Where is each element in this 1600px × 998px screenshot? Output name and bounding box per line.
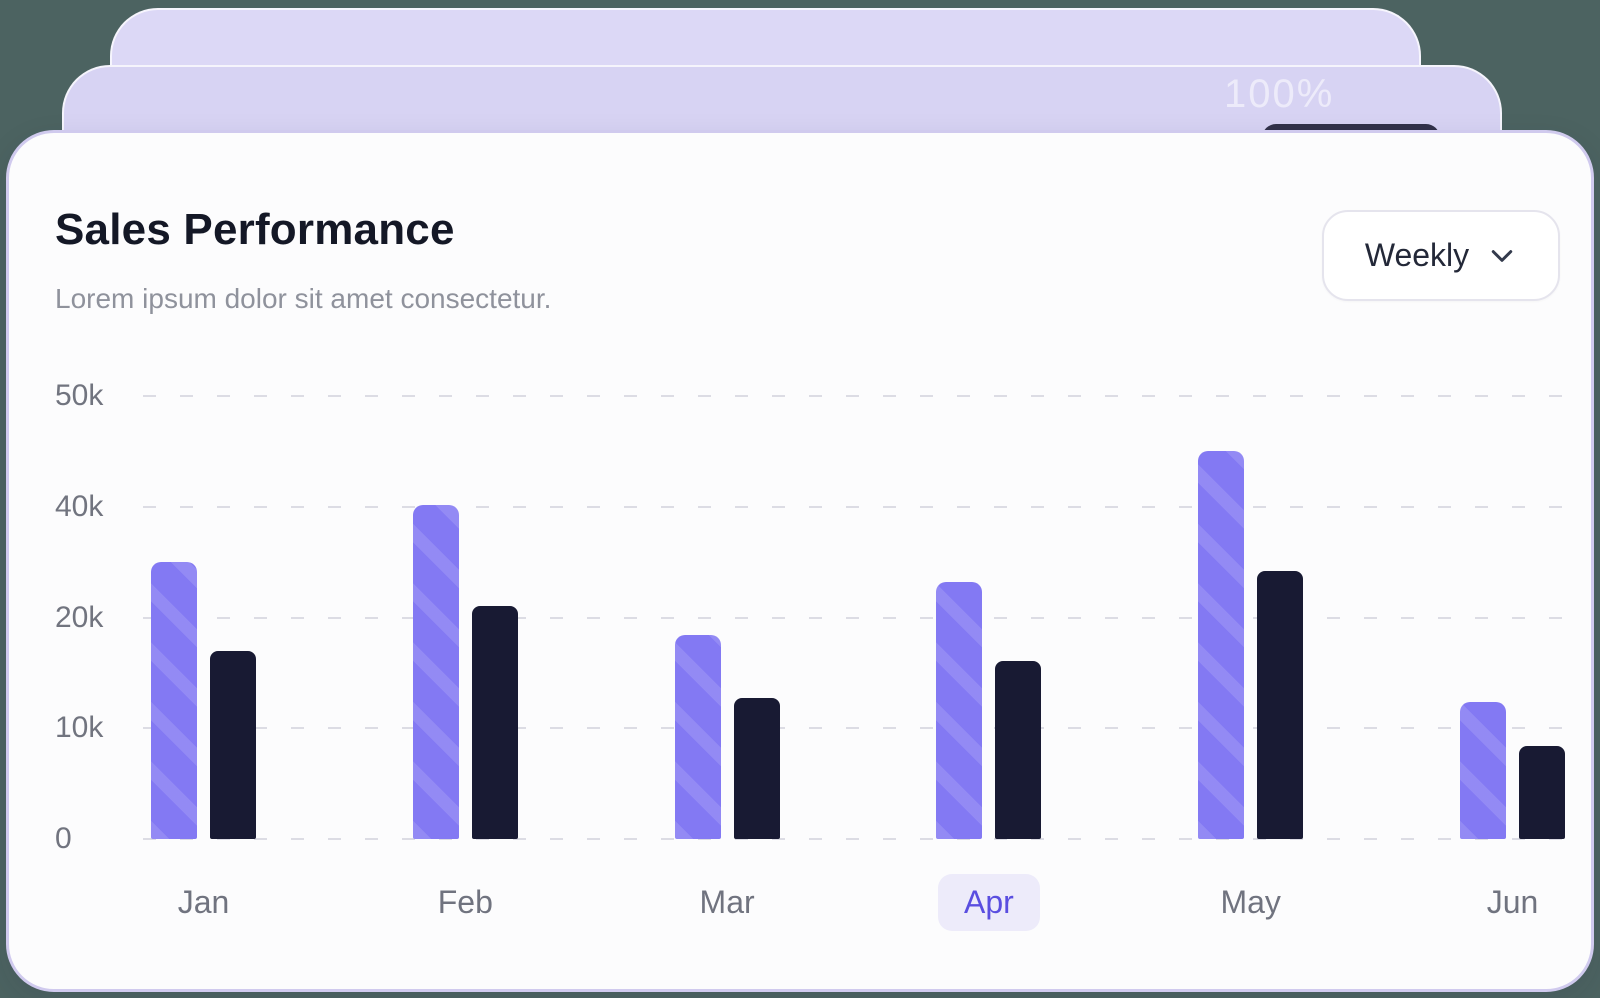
x-axis-label-mar: Mar — [699, 884, 755, 920]
bar-jun-secondary[interactable] — [1519, 745, 1565, 839]
bar-jun-primary[interactable] — [1460, 701, 1506, 839]
bar-group-jun — [1460, 396, 1565, 839]
bar-jan-primary[interactable] — [151, 562, 197, 839]
page-title: Sales Performance — [55, 205, 455, 254]
sales-performance-card: Sales Performance Lorem ipsum dolor sit … — [6, 130, 1594, 992]
chevron-down-icon — [1491, 249, 1513, 262]
gridline — [143, 616, 1563, 619]
bar-feb-secondary[interactable] — [471, 606, 518, 839]
period-dropdown[interactable]: Weekly — [1322, 210, 1560, 301]
bar-feb-primary[interactable] — [412, 504, 459, 839]
gridline — [143, 395, 1563, 397]
page-subtitle: Lorem ipsum dolor sit amet consectetur. — [55, 283, 552, 314]
y-tick-label: 10k — [55, 711, 104, 745]
bar-group-apr — [936, 396, 1042, 839]
bar-jan-secondary[interactable] — [210, 650, 256, 839]
bar-apr-secondary[interactable] — [995, 660, 1042, 839]
period-dropdown-label: Weekly — [1364, 237, 1470, 273]
bar-mar-primary[interactable] — [674, 635, 721, 839]
x-axis-label-jan: Jan — [177, 884, 230, 920]
x-axis-label-may: May — [1220, 884, 1281, 920]
bar-group-jan — [151, 396, 256, 839]
gridline — [143, 727, 1563, 730]
bar-group-may — [1198, 396, 1304, 839]
y-tick-label: 0 — [55, 822, 72, 855]
plot-area — [143, 395, 1565, 840]
y-tick-label: 20k — [55, 600, 104, 634]
x-axis: Jan Feb Mar Apr May Jun — [143, 873, 1563, 933]
x-axis-label-feb: Feb — [437, 884, 493, 920]
x-axis-item-mar[interactable]: Mar — [647, 873, 807, 931]
bar-may-primary[interactable] — [1198, 451, 1245, 839]
y-tick-label: 50k — [55, 379, 104, 412]
x-axis-item-jun[interactable]: Jun — [1433, 873, 1593, 931]
bar-group-mar — [674, 396, 780, 839]
bar-apr-primary[interactable] — [936, 582, 983, 839]
x-axis-label-jun: Jun — [1486, 884, 1539, 920]
y-axis: 50k 40k 20k 10k 0 — [55, 379, 135, 855]
x-axis-item-jan[interactable]: Jan — [124, 873, 284, 931]
gridline — [143, 838, 1563, 840]
bar-may-secondary[interactable] — [1257, 571, 1304, 839]
gridline — [143, 505, 1563, 508]
bar-mar-secondary[interactable] — [733, 698, 780, 839]
bar-group-feb — [412, 396, 518, 839]
y-tick-label: 40k — [55, 489, 104, 523]
x-axis-item-feb[interactable]: Feb — [385, 873, 545, 931]
x-axis-label-apr: Apr — [937, 874, 1040, 931]
backdrop-progress-label: 100% — [1224, 72, 1335, 116]
x-axis-item-may[interactable]: May — [1171, 873, 1331, 931]
x-axis-item-apr[interactable]: Apr — [909, 873, 1069, 931]
